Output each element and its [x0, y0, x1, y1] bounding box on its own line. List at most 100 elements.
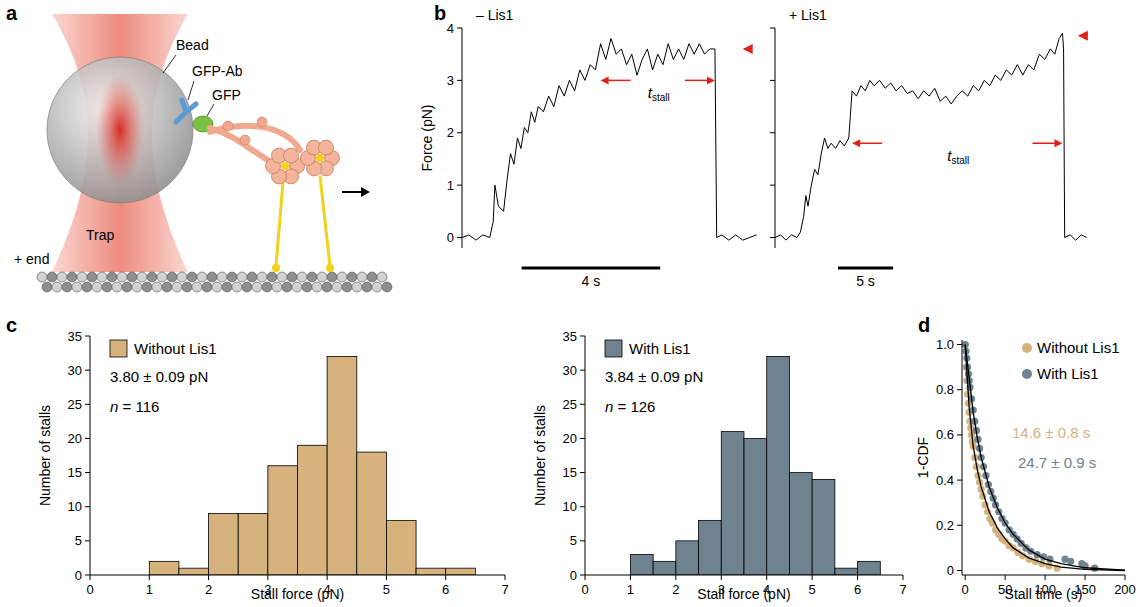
chart-histogram: 05101520253035Number of stalls01234567St…	[37, 329, 509, 603]
plot-area	[630, 356, 880, 575]
tubulin	[97, 272, 107, 282]
force-trace	[775, 33, 1087, 240]
y-tick-label: 0.2	[936, 518, 954, 533]
chart-title: – Lis1	[476, 7, 514, 23]
dynein-tail	[210, 128, 268, 160]
x-tick-label: 0	[962, 582, 969, 597]
y-tick	[580, 575, 585, 576]
y-axis-title: 1-CDF	[915, 437, 931, 478]
rupture-marker	[743, 44, 753, 54]
stall-label: tstall	[648, 84, 670, 103]
tubulin	[317, 272, 327, 282]
tubulin	[202, 282, 212, 292]
annotation: n = 116	[110, 398, 159, 415]
histogram-bar	[149, 561, 179, 575]
y-tick-label: 35	[563, 329, 577, 344]
tubulin	[342, 282, 352, 292]
scale-bar	[522, 267, 661, 270]
y-tick	[580, 336, 585, 337]
histogram-bar	[812, 479, 835, 575]
y-tick	[580, 472, 585, 473]
x-tick	[267, 575, 268, 580]
x-tick	[1085, 575, 1086, 580]
tubulin	[352, 282, 362, 292]
tubulin	[127, 272, 137, 282]
plot-area	[775, 33, 1087, 240]
histogram-bar	[386, 520, 416, 575]
x-tick-label: 2	[205, 582, 212, 597]
y-tick-label: 25	[563, 397, 577, 412]
panel-letter: d	[918, 314, 930, 336]
tubulin	[217, 272, 227, 282]
x-tick	[721, 575, 722, 580]
antibody-label: GFP-Ab	[192, 63, 243, 79]
tubulin	[172, 282, 182, 292]
y-axis-title: Number of stalls	[532, 405, 548, 506]
tubulin	[52, 282, 62, 292]
tubulin	[192, 282, 202, 292]
tubulin	[357, 272, 367, 282]
tubulin	[187, 272, 197, 282]
y-tick	[457, 132, 462, 133]
x-tick	[90, 575, 91, 580]
y-tick	[957, 525, 962, 526]
direction-arrow	[342, 191, 364, 193]
y-tick	[770, 132, 775, 133]
x-tick-label: 1	[146, 582, 153, 597]
chart-line: 01234Force (pN)– Lis14 ststall	[419, 7, 757, 289]
force-trace	[462, 38, 757, 240]
x-tick	[965, 575, 966, 580]
tubulin	[227, 272, 237, 282]
y-tick	[457, 185, 462, 186]
y-tick-label: 1.0	[936, 337, 954, 352]
mtbd	[326, 264, 334, 272]
x-tick	[585, 575, 586, 580]
fit-annotation: 14.6 ± 0.8 s	[1012, 424, 1090, 441]
motor-domain	[284, 148, 299, 163]
y-axis	[90, 336, 91, 575]
data-point	[1067, 558, 1074, 565]
light-chain	[240, 135, 250, 145]
histogram-bar	[179, 568, 209, 575]
fit-curve	[965, 345, 1125, 571]
y-axis	[462, 28, 463, 248]
y-tick	[85, 506, 90, 507]
y-tick	[457, 80, 462, 81]
y-axis-title: Number of stalls	[37, 405, 53, 506]
y-tick-label: 30	[563, 363, 577, 378]
chart-title: + Lis1	[789, 7, 827, 23]
tubulin	[107, 272, 117, 282]
y-tick-label: 0.6	[936, 427, 954, 442]
x-tick	[445, 575, 446, 580]
tubulin	[72, 282, 82, 292]
y-tick	[957, 344, 962, 345]
x-tick	[812, 575, 813, 580]
tubulin	[382, 282, 392, 292]
tubulin	[337, 272, 347, 282]
tubulin	[307, 272, 317, 282]
y-tick	[457, 28, 462, 29]
histogram-bar	[676, 541, 699, 575]
x-tick-label: 2	[672, 582, 679, 597]
y-tick	[85, 438, 90, 439]
y-tick	[770, 80, 775, 81]
x-tick	[903, 575, 904, 580]
tubulin	[372, 282, 382, 292]
annotation: 3.84 ± 0.09 pN	[605, 368, 703, 385]
tubulin	[272, 282, 282, 292]
y-tick-label: 30	[68, 363, 82, 378]
x-tick	[149, 575, 150, 580]
trap-focus	[96, 75, 144, 185]
x-tick	[1045, 575, 1046, 580]
histogram-bar	[416, 568, 446, 575]
histogram-bar	[721, 432, 744, 575]
y-tick-label: 0	[947, 563, 954, 578]
legend-swatch	[605, 340, 622, 357]
x-tick-label: 6	[442, 582, 449, 597]
tubulin	[277, 272, 287, 282]
stall-arrowhead	[601, 76, 609, 84]
y-tick-label: 2	[447, 125, 454, 140]
tubulin	[347, 272, 357, 282]
tubulin	[152, 282, 162, 292]
x-tick	[857, 575, 858, 580]
